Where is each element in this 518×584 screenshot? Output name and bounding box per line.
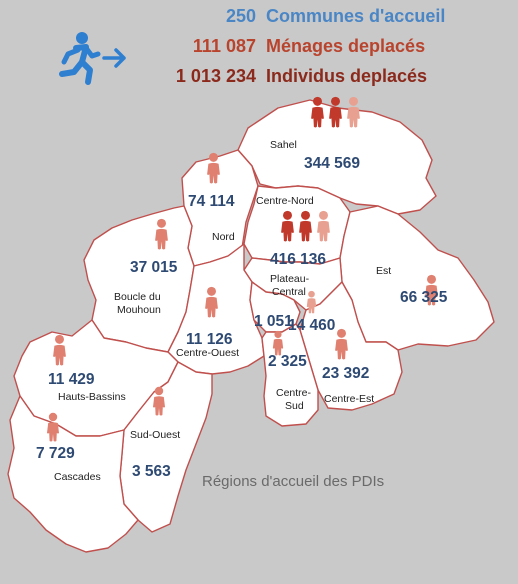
region-value-cascades: 7 729 <box>36 445 75 462</box>
region-name-plateau-line-2: Central <box>272 286 306 298</box>
stat-menages-label: Ménages deplacés <box>266 36 426 56</box>
region-name-boucle-line-2: Mouhoun <box>117 304 161 316</box>
region-value-centre-nord: 416 136 <box>270 251 326 268</box>
stat-communes-label: Communes d'accueil <box>266 6 446 26</box>
region-boucle-du-mouhoun <box>83 205 195 353</box>
region-name-est: Est <box>376 265 391 277</box>
region-name-boucle-line-1: Boucle du <box>114 291 161 303</box>
region-value-sahel: 344 569 <box>304 155 360 172</box>
region-value-boucle-du-mouhoun: 37 015 <box>130 259 178 276</box>
person-running-arrow-icon <box>59 32 126 85</box>
stat-individus: 1 013 234 Individus deplacés <box>0 66 518 94</box>
region-name-centre-est: Centre-Est <box>324 393 374 405</box>
region-value-centre-est: 23 392 <box>322 365 369 382</box>
region-name-sahel: Sahel <box>270 139 297 151</box>
region-name-centre-sud-line-1: Centre- <box>276 387 312 399</box>
region-name-centre-nord: Centre-Nord <box>256 195 314 207</box>
summary-stats: 250 Communes d'accueil 111 087 Ménages d… <box>0 4 518 100</box>
region-name-nord: Nord <box>212 231 235 243</box>
region-name-centre-ouest: Centre-Ouest <box>176 347 239 359</box>
region-name-centre-sud-line-2: Sud <box>285 400 304 412</box>
stat-individus-label: Individus deplacés <box>266 66 428 86</box>
region-value-plateau-central: 14 460 <box>288 317 335 334</box>
stat-menages-value: 111 087 <box>192 36 256 56</box>
stat-individus-value: 1 013 234 <box>175 66 256 86</box>
region-value-centre-ouest: 11 126 <box>186 331 233 348</box>
region-value-nord: 74 114 <box>188 193 235 210</box>
stat-communes: 250 Communes d'accueil <box>0 6 518 34</box>
region-value-hauts-bassins: 11 429 <box>48 371 95 388</box>
region-name-hauts-bassins: Hauts-Bassins <box>58 391 126 403</box>
region-value-sud-ouest: 3 563 <box>132 463 171 480</box>
region-name-centre-sud: Centre- Sud <box>276 387 314 412</box>
region-name-plateau-line-1: Plateau- <box>270 273 310 285</box>
region-value-centre: 1 051 <box>254 313 293 330</box>
region-est <box>339 205 495 351</box>
stat-communes-value: 250 <box>225 6 256 26</box>
region-centre-ouest <box>167 243 265 375</box>
region-value-est: 66 325 <box>400 289 448 306</box>
region-name-cascades: Cascades <box>54 471 101 483</box>
region-name-boucle-du-mouhoun: Boucle du Mouhoun <box>114 291 164 316</box>
stat-menages: 111 087 Ménages deplacés <box>0 36 518 64</box>
map-caption: Régions d'accueil des PDIs <box>202 473 385 490</box>
region-name-plateau-central: Plateau- Central <box>270 273 312 298</box>
region-cascades <box>7 395 139 553</box>
region-value-centre-sud: 2 325 <box>268 353 307 370</box>
region-name-sud-ouest: Sud-Ouest <box>130 429 180 441</box>
